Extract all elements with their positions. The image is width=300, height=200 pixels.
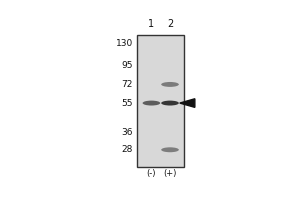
- Ellipse shape: [161, 82, 179, 87]
- Ellipse shape: [161, 101, 179, 106]
- Text: (-): (-): [147, 169, 156, 178]
- Ellipse shape: [161, 147, 179, 152]
- Text: 2: 2: [167, 19, 173, 29]
- Bar: [137, 35, 184, 167]
- Ellipse shape: [142, 101, 160, 106]
- Text: 130: 130: [116, 39, 133, 48]
- Text: (+): (+): [163, 169, 177, 178]
- Text: 95: 95: [121, 61, 133, 70]
- Text: 1: 1: [148, 19, 154, 29]
- Text: 28: 28: [122, 145, 133, 154]
- Text: 55: 55: [121, 99, 133, 108]
- Text: 36: 36: [121, 128, 133, 137]
- Polygon shape: [180, 99, 195, 107]
- Text: 72: 72: [122, 80, 133, 89]
